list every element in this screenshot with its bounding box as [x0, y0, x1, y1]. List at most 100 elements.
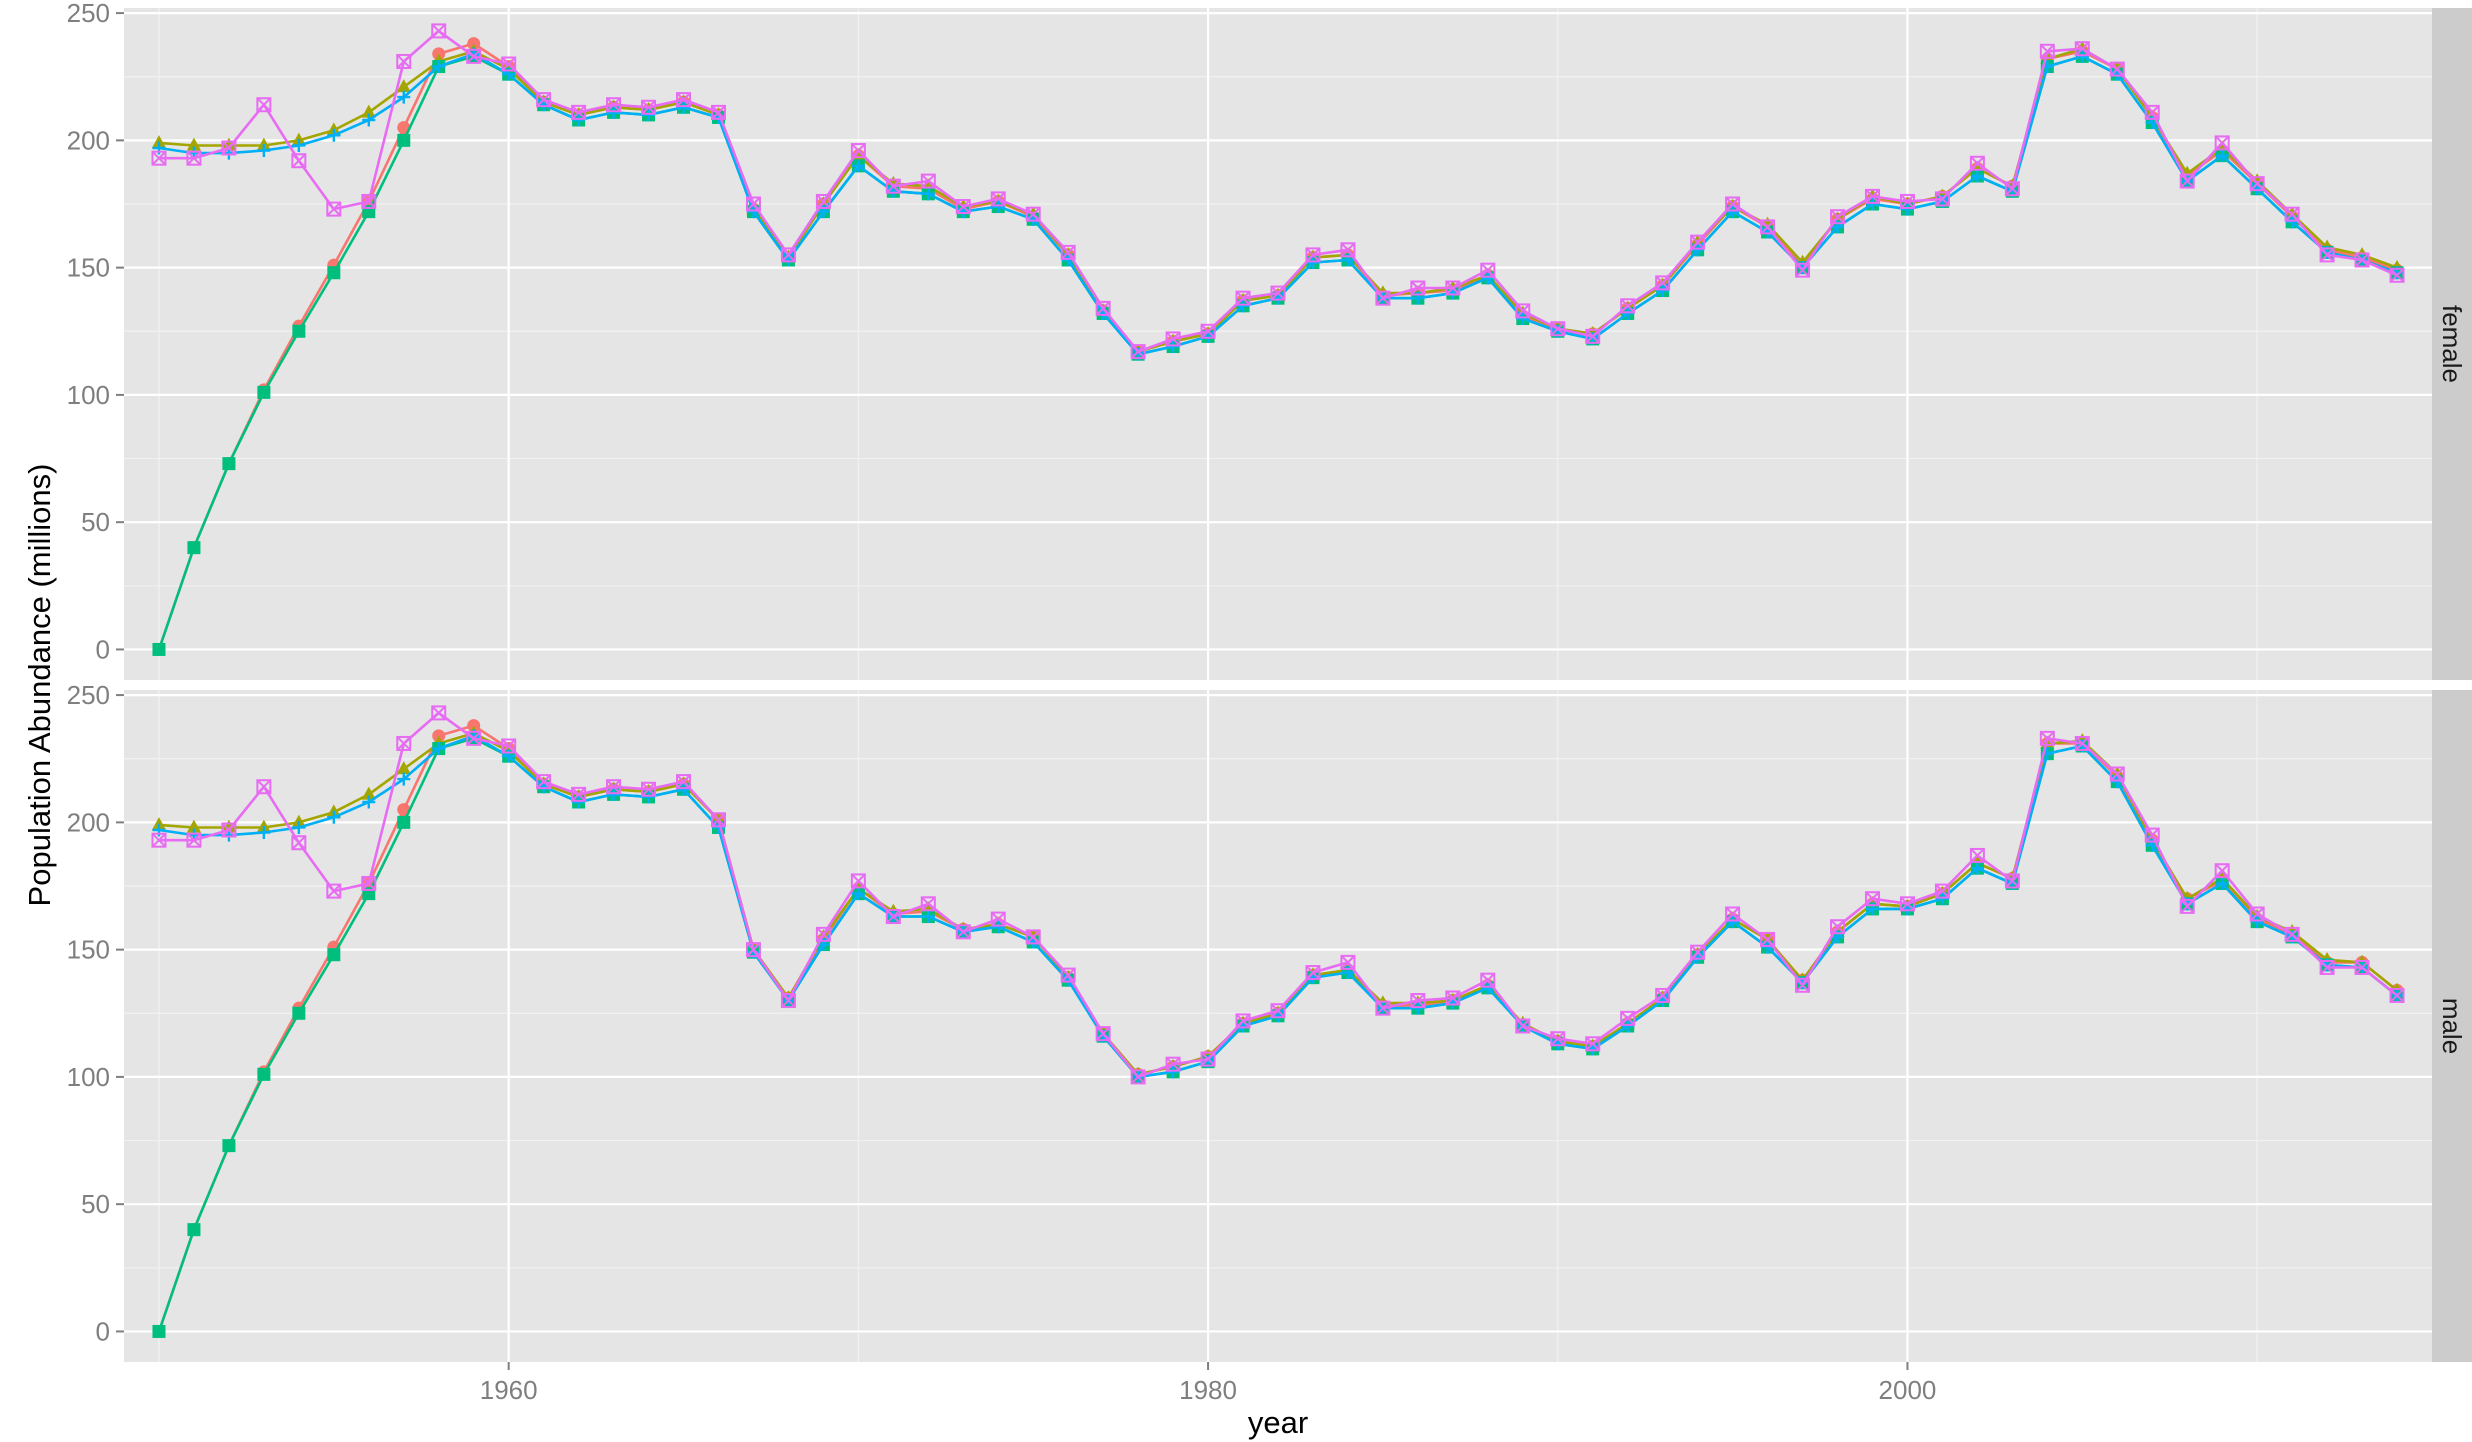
series-5 [151, 705, 2405, 1085]
y-axis-male: 0 50 100 150 200 250 [67, 680, 124, 1346]
y-tick-label: 200 [67, 807, 110, 837]
data-point [1934, 191, 1950, 207]
data-point [2284, 926, 2300, 942]
data-point [292, 1006, 306, 1020]
data-point [2144, 827, 2160, 843]
data-point [2004, 873, 2020, 889]
data-point [187, 541, 201, 555]
data-point [1060, 244, 1076, 260]
data-point [361, 193, 377, 209]
data-point [2179, 898, 2195, 914]
data-point [2109, 766, 2125, 782]
x-tick-label: 1960 [480, 1375, 538, 1405]
data-point [1620, 298, 1636, 314]
data-point [2179, 173, 2195, 189]
data-point [1691, 243, 1705, 257]
strip-label: male [2437, 998, 2467, 1054]
y-tick-label: 50 [81, 1189, 110, 1219]
data-point [606, 97, 622, 113]
data-point [431, 23, 447, 39]
data-point [571, 104, 587, 120]
data-point [291, 835, 307, 851]
x-axis-title: year [1248, 1405, 1308, 1440]
data-point [1726, 205, 1740, 219]
y-axis-female: 0 50 100 150 200 250 [67, 0, 124, 664]
data-point [1200, 1051, 1216, 1067]
data-point [920, 896, 936, 912]
data-point [222, 457, 236, 471]
data-point [1481, 271, 1495, 285]
data-point [2004, 181, 2020, 197]
data-point [1899, 896, 1915, 912]
data-point [780, 993, 796, 1009]
data-point [466, 730, 482, 746]
data-point [1410, 280, 1426, 296]
data-point [745, 196, 761, 212]
x-axis: 1960 1980 2000 [480, 1362, 1936, 1405]
data-point [1970, 169, 1984, 183]
data-point [187, 1223, 201, 1237]
data-point [2319, 959, 2335, 975]
data-point [1550, 1031, 1566, 1047]
data-point [256, 97, 272, 113]
data-point [501, 738, 517, 754]
data-point [1864, 188, 1880, 204]
data-point [222, 1139, 236, 1153]
data-point [955, 199, 971, 215]
data-point [221, 822, 237, 838]
data-point [1725, 196, 1741, 212]
data-point [1515, 303, 1531, 319]
data-point [710, 812, 726, 828]
data-point [152, 642, 166, 656]
data-point [1970, 861, 1984, 875]
data-point [1165, 1056, 1181, 1072]
data-point [1130, 344, 1146, 360]
data-point [432, 742, 446, 756]
data-point [1621, 1019, 1635, 1033]
data-point [326, 201, 342, 217]
data-point [1375, 290, 1391, 306]
data-point [1270, 285, 1286, 301]
data-point [186, 150, 202, 166]
major-gridlines [124, 690, 2432, 1362]
data-point [396, 761, 411, 775]
data-point [2039, 43, 2055, 59]
data-point [432, 60, 446, 74]
data-point [1585, 328, 1601, 344]
data-point [2249, 176, 2265, 192]
x-tick-label: 1980 [1179, 1375, 1237, 1405]
data-point [1969, 847, 1985, 863]
data-point [991, 920, 1005, 934]
data-point [256, 779, 272, 795]
data-point [1025, 206, 1041, 222]
data-point [572, 113, 586, 127]
data-point [221, 819, 237, 833]
data-point [2074, 41, 2090, 57]
data-point [1760, 219, 1776, 235]
data-point [257, 1067, 271, 1081]
data-point [2354, 252, 2370, 268]
strip-background [2432, 690, 2472, 1362]
data-point [396, 53, 412, 69]
data-point [362, 113, 376, 127]
facet-strip: male [2432, 690, 2472, 1362]
data-point [1200, 323, 1216, 339]
data-point [1515, 1018, 1531, 1034]
data-point [885, 178, 901, 194]
data-point [1445, 990, 1461, 1006]
data-point [2144, 104, 2160, 120]
data-point [1480, 262, 1496, 278]
data-point [2319, 247, 2335, 263]
data-point [1935, 892, 1949, 906]
series-group [151, 23, 2405, 656]
data-point [327, 266, 341, 280]
data-point [362, 795, 376, 809]
data-point [1725, 906, 1741, 922]
data-point [221, 140, 237, 156]
data-point [990, 911, 1006, 927]
data-point [2250, 915, 2264, 929]
data-point [292, 820, 306, 834]
data-point [921, 187, 935, 201]
data-point [1305, 247, 1321, 263]
